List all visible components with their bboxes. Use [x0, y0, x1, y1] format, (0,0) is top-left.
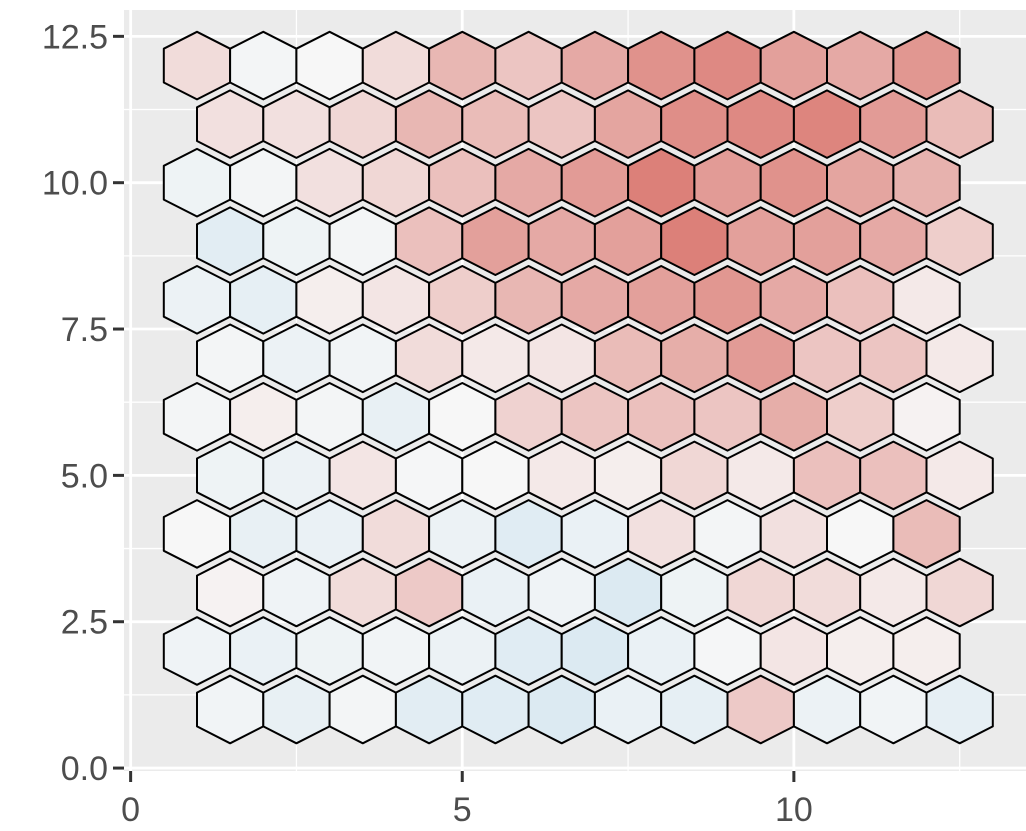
hex-cell — [892, 616, 961, 686]
hex-cell — [892, 30, 961, 101]
hex-cell — [892, 265, 961, 335]
hex-cell — [892, 382, 961, 452]
x-tick-label: 10 — [775, 791, 813, 829]
axes: 0.0 2.5 5.0 7.5 10.0 12.5 0 5 10 — [42, 18, 813, 829]
hex-cell — [925, 206, 994, 276]
y-tick-label: 0.0 — [61, 750, 108, 788]
x-tick-label: 5 — [453, 791, 472, 829]
hex-cell — [925, 89, 994, 159]
hex-cell — [925, 440, 994, 511]
hex-cells — [162, 30, 994, 745]
y-tick-label: 10.0 — [42, 165, 108, 203]
hex-cell — [892, 499, 961, 569]
y-tick-label: 12.5 — [42, 18, 108, 56]
y-tick-label: 2.5 — [61, 604, 108, 642]
hex-cell — [925, 323, 994, 394]
y-tick-label: 5.0 — [61, 457, 108, 495]
hex-cell — [892, 147, 961, 218]
hex-cell — [925, 674, 994, 745]
y-tick-label: 7.5 — [61, 311, 108, 349]
hex-cell — [925, 557, 994, 628]
x-tick-label: 0 — [121, 791, 140, 829]
